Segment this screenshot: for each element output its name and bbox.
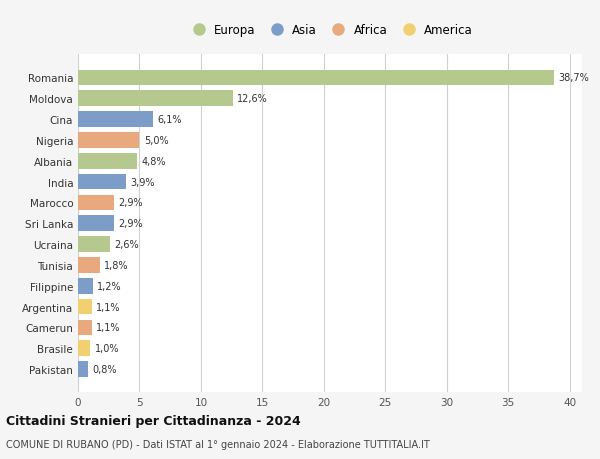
Bar (78, 91, 233, 107)
Bar (78, 362, 88, 377)
Text: 3,9%: 3,9% (130, 177, 155, 187)
Text: 2,9%: 2,9% (118, 219, 143, 229)
Bar (78, 320, 92, 336)
Text: 0,8%: 0,8% (92, 364, 116, 374)
Text: 1,8%: 1,8% (104, 260, 129, 270)
Text: Cittadini Stranieri per Cittadinanza - 2024: Cittadini Stranieri per Cittadinanza - 2… (6, 414, 301, 428)
Text: 12,6%: 12,6% (237, 94, 268, 104)
Bar (78, 341, 90, 356)
Text: 4,8%: 4,8% (142, 157, 166, 166)
Text: 1,0%: 1,0% (95, 343, 119, 353)
Text: 38,7%: 38,7% (558, 73, 589, 83)
Bar (78, 237, 110, 252)
Bar (78, 154, 137, 169)
Bar (78, 299, 92, 315)
Text: 1,1%: 1,1% (96, 302, 121, 312)
Bar (78, 112, 153, 128)
Text: 6,1%: 6,1% (157, 115, 182, 125)
Text: 5,0%: 5,0% (144, 135, 169, 146)
Text: 1,2%: 1,2% (97, 281, 122, 291)
Bar (78, 133, 139, 148)
Bar (78, 216, 113, 231)
Text: 2,9%: 2,9% (118, 198, 143, 208)
Bar (78, 174, 126, 190)
Legend: Europa, Asia, Africa, America: Europa, Asia, Africa, America (187, 24, 473, 37)
Text: 2,6%: 2,6% (114, 240, 139, 250)
Bar (78, 70, 554, 86)
Bar (78, 278, 93, 294)
Bar (78, 257, 100, 273)
Bar (78, 195, 113, 211)
Text: COMUNE DI RUBANO (PD) - Dati ISTAT al 1° gennaio 2024 - Elaborazione TUTTITALIA.: COMUNE DI RUBANO (PD) - Dati ISTAT al 1°… (6, 440, 430, 449)
Text: 1,1%: 1,1% (96, 323, 121, 333)
